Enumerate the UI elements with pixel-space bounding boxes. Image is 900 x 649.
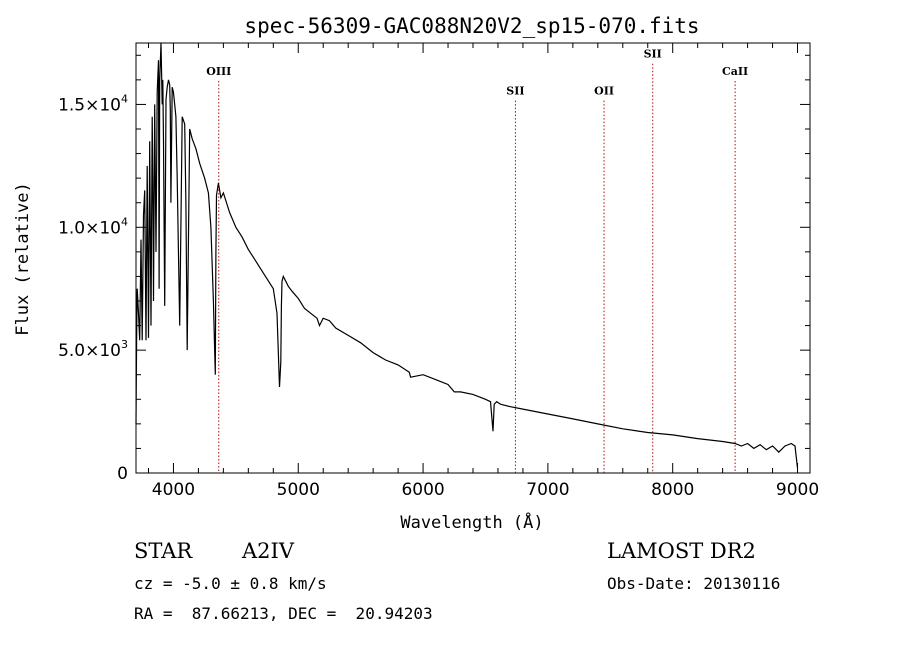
y-tick-label: 5.0×103 <box>58 338 128 361</box>
coordinates: RA = 87.66213, DEC = 20.94203 <box>134 604 433 623</box>
x-tick-label: 8000 <box>651 480 694 500</box>
x-tick-label: 9000 <box>776 480 819 500</box>
survey-name: LAMOST DR2 <box>607 539 756 563</box>
y-axis-label: Flux (relative) <box>13 182 33 336</box>
line-label-caii-4: CaII <box>722 65 748 78</box>
redshift-value: cz = -5.0 ± 0.8 km/s <box>134 574 327 593</box>
x-tick-label: 7000 <box>526 480 569 500</box>
x-tick-label: 4000 <box>152 480 195 500</box>
line-label-sii-3: SII <box>644 48 662 61</box>
observation-date: Obs-Date: 20130116 <box>607 574 781 593</box>
line-label-oii-2: OII <box>594 85 614 98</box>
y-tick-label: 1.0×104 <box>58 215 128 238</box>
spectral-subclass: A2IV <box>242 539 294 563</box>
line-label-sii-1: SII <box>506 85 524 98</box>
object-type: STAR <box>134 539 193 563</box>
line-label-oiii-0: OIII <box>206 65 231 78</box>
y-tick-label: 0 <box>117 464 128 484</box>
plot-frame <box>135 42 811 474</box>
x-axis: 4000 5000 6000 7000 8000 9000 <box>147 43 819 500</box>
x-axis-label: Wavelength (Å) <box>400 511 543 533</box>
y-tick-label: 1.5×104 <box>58 92 128 115</box>
x-tick-label: 5000 <box>277 480 320 500</box>
spectrum-line <box>135 42 799 469</box>
chart-title: spec-56309-GAC088N20V2_sp15-070.fits <box>244 14 699 38</box>
emission-line-markers: OIII SII OII SII CaII <box>206 48 748 473</box>
x-tick-label: 6000 <box>401 480 444 500</box>
y-axis: 0 5.0×103 1.0×104 1.5×104 <box>58 54 810 484</box>
